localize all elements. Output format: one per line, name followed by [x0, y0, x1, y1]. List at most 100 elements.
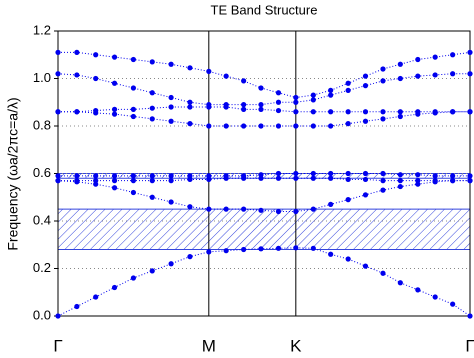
band-point	[450, 301, 456, 307]
y-tick-label: 0.4	[33, 212, 51, 227]
band-point	[450, 109, 456, 115]
band-point	[55, 49, 61, 55]
band-point	[397, 61, 403, 67]
band-point	[74, 72, 80, 78]
band-point	[467, 313, 473, 319]
band-point	[130, 275, 137, 281]
band-point	[93, 107, 99, 114]
band-point	[241, 102, 247, 108]
y-tick-label: 0.6	[33, 165, 51, 180]
band-point	[55, 313, 61, 319]
band-point	[258, 246, 264, 252]
band-point	[362, 83, 369, 89]
band-point	[111, 111, 118, 117]
band-point	[362, 73, 369, 79]
band-point	[345, 170, 351, 177]
band-point	[275, 245, 282, 251]
band-point	[467, 173, 473, 179]
band-point	[467, 109, 473, 115]
band-point	[168, 261, 174, 267]
x-tick-label: Γ	[465, 336, 474, 355]
band-point	[187, 204, 193, 210]
band-point	[93, 294, 99, 300]
band-point	[223, 102, 229, 108]
band-point	[415, 178, 421, 184]
band-point	[223, 206, 229, 212]
band-point	[467, 178, 473, 184]
band-point	[187, 65, 193, 71]
band-point	[206, 206, 212, 212]
x-tick-label: Γ	[53, 336, 62, 355]
band-point	[310, 123, 316, 129]
band-point	[293, 94, 299, 101]
y-tick-label: 1.0	[33, 70, 51, 85]
band-line	[58, 106, 470, 113]
band-point	[206, 68, 212, 74]
band-point	[380, 78, 386, 84]
band-point	[168, 94, 174, 101]
band-point	[397, 280, 403, 286]
band-point	[362, 263, 369, 269]
band-point	[380, 66, 386, 72]
band-point	[241, 246, 247, 253]
band-point	[415, 172, 421, 178]
band-point	[223, 73, 229, 79]
band-point	[310, 175, 316, 181]
band-point	[187, 173, 193, 179]
band-point	[310, 170, 316, 177]
band-point	[93, 75, 99, 82]
band-point	[74, 109, 80, 115]
band-point	[258, 207, 264, 213]
band-point	[432, 72, 438, 78]
band-point	[397, 178, 403, 184]
band-point	[111, 106, 118, 112]
x-tick-label: K	[290, 336, 302, 355]
band-point	[187, 176, 193, 183]
y-tick-label: 1.2	[33, 22, 51, 37]
band-point	[415, 73, 421, 79]
band-point	[275, 123, 282, 129]
band-point	[93, 178, 99, 184]
band-point	[149, 268, 155, 274]
x-tick-label: M	[202, 336, 216, 355]
band-point	[397, 183, 403, 190]
band-point	[432, 109, 438, 115]
band-point	[380, 170, 386, 177]
band-line	[58, 111, 470, 127]
band-line	[57, 180, 470, 212]
y-tick-label: 0.8	[33, 117, 51, 132]
band-point	[168, 104, 174, 110]
band-point	[130, 106, 137, 112]
band-point	[362, 109, 369, 115]
band-point	[258, 172, 264, 178]
band-point	[93, 173, 99, 179]
band-point	[345, 87, 351, 93]
band-point	[467, 71, 473, 77]
band-line	[58, 177, 470, 182]
band-point	[168, 173, 174, 179]
band-point	[328, 251, 334, 257]
band-gap	[57, 173, 471, 179]
band-point	[275, 107, 282, 114]
band-point	[223, 123, 229, 129]
band-point	[397, 75, 403, 82]
band-point	[345, 176, 351, 183]
band-point	[130, 113, 137, 120]
band-gap	[57, 208, 471, 250]
band-point	[74, 173, 80, 179]
band-point	[223, 173, 229, 179]
band-point	[111, 185, 118, 191]
band-point	[293, 175, 299, 181]
chart-title: TE Band Structure	[211, 2, 318, 17]
band-point	[206, 173, 212, 179]
band-point	[275, 175, 282, 181]
band-point	[467, 49, 473, 55]
band-point	[328, 123, 334, 129]
band-point	[275, 90, 282, 96]
band-point	[328, 201, 334, 207]
band-point	[328, 175, 334, 181]
band-point	[149, 105, 155, 111]
band-point	[397, 109, 403, 115]
band-point	[258, 106, 264, 112]
band-point	[397, 172, 403, 178]
